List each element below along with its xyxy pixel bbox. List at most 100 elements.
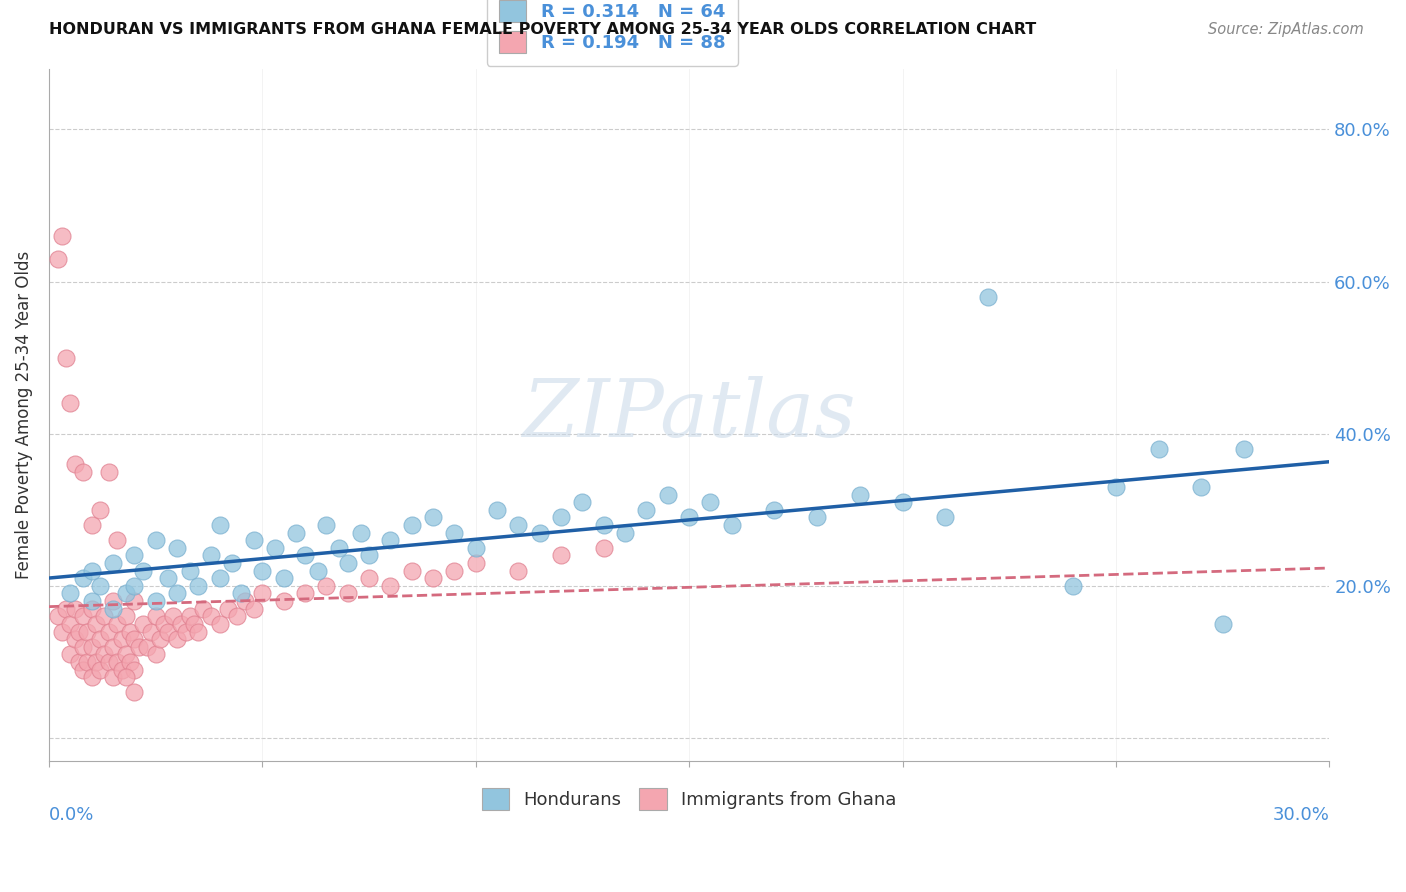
Point [200,549,222,563]
Point [153,616,176,631]
Point [51,624,73,639]
Point [72,663,94,677]
Point [101,594,124,608]
Point [105,533,128,548]
Point [67,655,90,669]
Point [101,601,124,615]
Point [315,579,337,593]
Point [252,586,274,600]
Point [145,594,167,608]
Point [124,663,146,677]
Point [1105,480,1128,494]
Point [157,571,180,585]
Point [1212,616,1234,631]
Point [208,571,231,585]
Point [170,616,193,631]
Point [63,632,86,646]
Point [55,351,77,365]
Point [80,594,103,608]
Point [380,533,402,548]
Point [89,579,111,593]
Point [80,518,103,533]
Point [191,601,214,615]
Point [486,502,509,516]
Point [124,632,146,646]
Point [59,396,82,410]
Point [145,648,167,662]
Point [550,549,572,563]
Point [252,564,274,578]
Point [243,601,266,615]
Point [120,624,142,639]
Point [55,601,77,615]
Point [166,541,188,555]
Point [101,640,124,654]
Point [174,624,197,639]
Point [229,586,252,600]
Point [105,655,128,669]
Point [97,655,120,669]
Point [114,670,136,684]
Point [80,670,103,684]
Point [76,624,98,639]
Point [508,518,530,533]
Text: ZIPatlas: ZIPatlas [523,376,856,453]
Point [357,571,380,585]
Text: 30.0%: 30.0% [1272,805,1329,824]
Point [72,571,94,585]
Point [1062,579,1084,593]
Point [114,609,136,624]
Point [183,616,205,631]
Point [294,549,316,563]
Point [934,510,956,524]
Point [93,609,115,624]
Point [233,594,256,608]
Point [264,541,287,555]
Point [105,616,128,631]
Point [179,564,201,578]
Point [166,586,188,600]
Point [529,525,551,540]
Point [763,502,786,516]
Point [443,525,465,540]
Point [699,495,721,509]
Point [307,564,329,578]
Point [59,648,82,662]
Point [187,624,209,639]
Point [110,632,132,646]
Point [59,616,82,631]
Point [80,640,103,654]
Point [124,685,146,699]
Point [550,510,572,524]
Point [89,632,111,646]
Point [145,609,167,624]
Point [187,579,209,593]
Point [273,594,295,608]
Point [124,549,146,563]
Point [720,518,742,533]
Point [59,586,82,600]
Point [1189,480,1212,494]
Point [273,571,295,585]
Point [84,655,107,669]
Point [217,601,239,615]
Point [200,609,222,624]
Point [46,609,69,624]
Point [464,556,486,570]
Point [124,579,146,593]
Point [93,648,115,662]
Point [89,663,111,677]
Text: Source: ZipAtlas.com: Source: ZipAtlas.com [1208,22,1364,37]
Point [145,533,167,548]
Point [592,541,614,555]
Point [97,465,120,479]
Point [401,564,423,578]
Point [315,518,337,533]
Point [336,586,359,600]
Point [357,549,380,563]
Point [592,518,614,533]
Point [678,510,700,524]
Point [614,525,637,540]
Point [380,579,402,593]
Point [132,564,155,578]
